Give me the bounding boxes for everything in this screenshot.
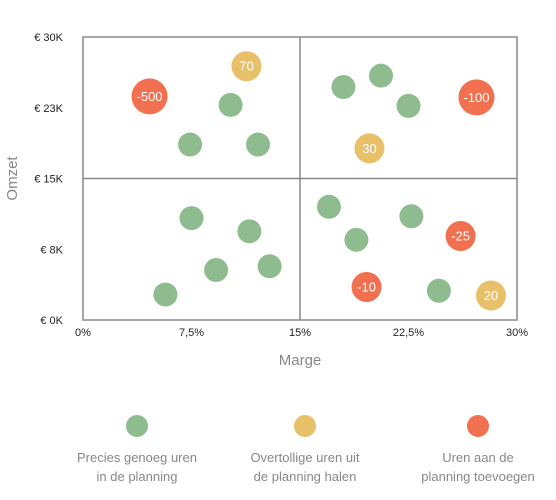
data-label: 30 xyxy=(362,141,376,156)
data-point xyxy=(399,204,424,229)
data-label: -500 xyxy=(137,89,163,104)
y-tick-label: € 0K xyxy=(40,315,63,327)
x-tick-label: 7,5% xyxy=(179,327,204,339)
data-point xyxy=(316,194,341,219)
y-tick-label: € 23K xyxy=(34,103,63,115)
data-point xyxy=(257,254,282,279)
data-point xyxy=(445,221,476,252)
data-point xyxy=(231,51,262,82)
legend-marker xyxy=(294,415,316,437)
data-point xyxy=(354,133,385,164)
data-label: -25 xyxy=(451,229,470,244)
data-point xyxy=(178,132,203,157)
data-point xyxy=(179,206,204,231)
data-point xyxy=(204,258,229,283)
x-axis-title: Marge xyxy=(279,352,322,369)
data-point xyxy=(246,132,271,157)
legend-label: Overtollige uren uit xyxy=(250,450,359,465)
legend-label: planning toevoegen xyxy=(421,469,535,484)
data-point xyxy=(344,227,369,252)
x-tick-label: 30% xyxy=(506,327,528,339)
data-point xyxy=(131,78,168,115)
data-point xyxy=(369,63,394,88)
data-label: 20 xyxy=(484,288,498,303)
legend-label: in de planning xyxy=(97,469,178,484)
legend-label: Uren aan de xyxy=(442,450,514,465)
data-point xyxy=(458,79,495,116)
y-tick-label: € 15K xyxy=(34,174,63,186)
y-tick-label: € 8K xyxy=(40,244,63,256)
x-tick-label: 15% xyxy=(289,327,311,339)
legend-marker xyxy=(467,415,489,437)
legend-marker xyxy=(126,415,148,437)
data-point xyxy=(475,280,506,311)
data-point xyxy=(237,219,262,244)
x-tick-label: 0% xyxy=(75,327,91,339)
data-label: -10 xyxy=(357,279,376,294)
data-point xyxy=(218,92,243,117)
y-tick-label: € 30K xyxy=(34,32,63,44)
data-point xyxy=(396,93,421,118)
legend-label: de planning halen xyxy=(254,469,357,484)
data-label: 70 xyxy=(239,59,253,74)
y-axis-title: Omzet xyxy=(4,156,21,201)
legend-label: Precies genoeg uren xyxy=(77,450,197,465)
x-tick-label: 22,5% xyxy=(393,327,424,339)
data-point xyxy=(331,74,356,99)
data-point xyxy=(153,282,178,307)
data-point xyxy=(426,278,451,303)
data-label: -100 xyxy=(463,90,489,105)
data-point xyxy=(351,271,382,302)
